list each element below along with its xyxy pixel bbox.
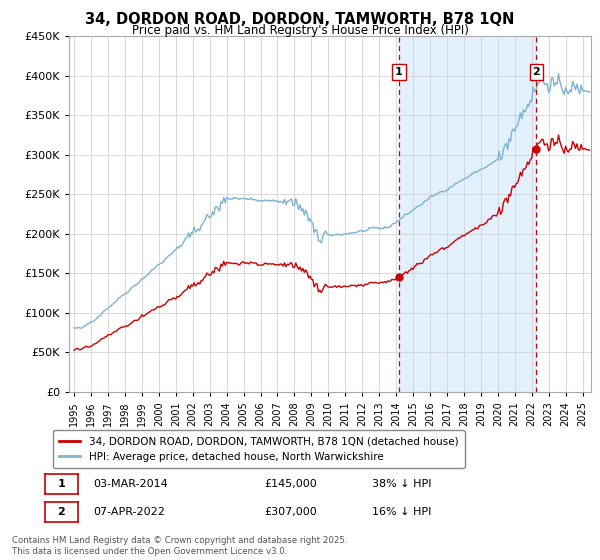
Text: 1: 1 [58,479,65,489]
Text: 38% ↓ HPI: 38% ↓ HPI [372,479,431,489]
Legend: 34, DORDON ROAD, DORDON, TAMWORTH, B78 1QN (detached house), HPI: Average price,: 34, DORDON ROAD, DORDON, TAMWORTH, B78 1… [53,430,464,468]
Text: £145,000: £145,000 [264,479,317,489]
Text: 34, DORDON ROAD, DORDON, TAMWORTH, B78 1QN: 34, DORDON ROAD, DORDON, TAMWORTH, B78 1… [85,12,515,27]
Text: 1: 1 [395,67,403,77]
Text: 07-APR-2022: 07-APR-2022 [93,507,165,517]
Text: Price paid vs. HM Land Registry's House Price Index (HPI): Price paid vs. HM Land Registry's House … [131,24,469,36]
Text: £307,000: £307,000 [264,507,317,517]
Text: 2: 2 [532,67,540,77]
Text: Contains HM Land Registry data © Crown copyright and database right 2025.
This d: Contains HM Land Registry data © Crown c… [12,536,347,556]
Text: 03-MAR-2014: 03-MAR-2014 [93,479,168,489]
Bar [399,36,536,392]
Text: 16% ↓ HPI: 16% ↓ HPI [372,507,431,517]
Text: 2: 2 [58,507,65,517]
